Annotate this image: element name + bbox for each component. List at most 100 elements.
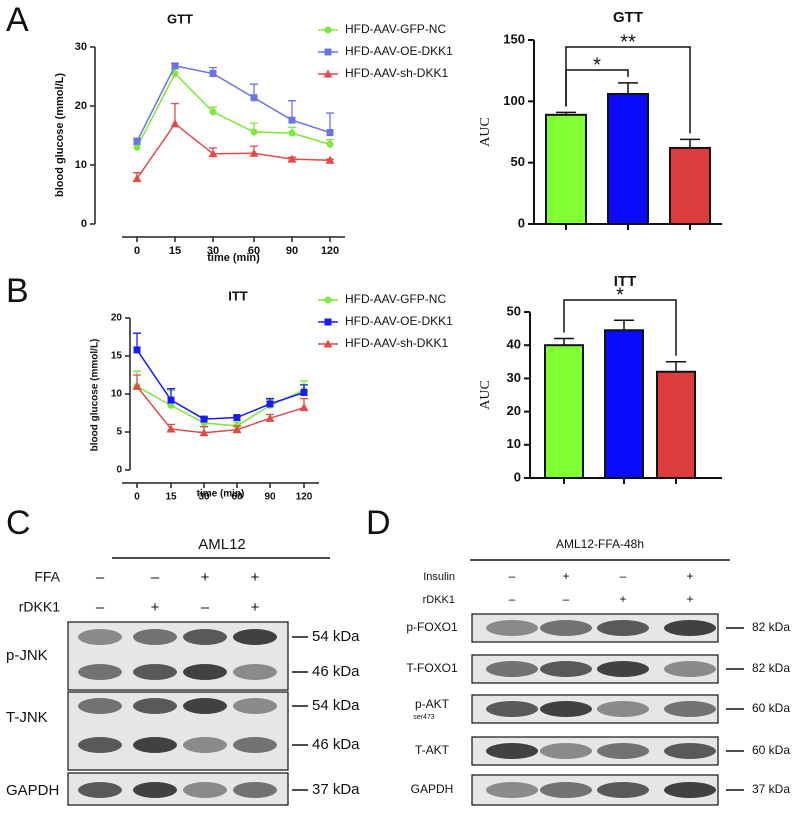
band xyxy=(597,701,649,717)
band xyxy=(486,661,538,677)
y-axis-label: AUC xyxy=(478,117,493,147)
band xyxy=(540,701,592,717)
band xyxy=(597,782,649,798)
y-tick-label: 20 xyxy=(75,100,87,112)
x-tick-label: 30 xyxy=(207,245,219,257)
point xyxy=(167,401,175,409)
band xyxy=(183,782,227,798)
y-tick-label: 10 xyxy=(507,436,521,451)
size-label: 82 kDa xyxy=(752,620,790,634)
condition-sign: + xyxy=(686,592,693,606)
point xyxy=(167,396,175,404)
y-tick-label: 30 xyxy=(507,370,521,385)
legend-label: HFD-AAV-OE-DKK1 xyxy=(345,314,453,328)
y-tick-label: 15 xyxy=(111,351,123,362)
size-label: 82 kDa xyxy=(752,661,790,675)
band xyxy=(540,782,592,798)
point xyxy=(171,70,179,78)
y-tick-label: 0 xyxy=(116,465,122,476)
error-bar xyxy=(614,319,634,331)
x-tick-label: 15 xyxy=(169,245,181,257)
condition-sign: + xyxy=(619,592,626,606)
line xyxy=(136,385,305,427)
condition-sign: – xyxy=(201,599,210,616)
condition-sign: – xyxy=(563,592,570,606)
point xyxy=(323,69,333,78)
band xyxy=(183,737,227,753)
x-tick-label: 90 xyxy=(286,245,298,257)
y-tick-label: 150 xyxy=(503,31,525,46)
point xyxy=(133,346,141,354)
band xyxy=(597,743,649,759)
band xyxy=(133,782,177,798)
condition-sign: + xyxy=(151,599,160,616)
band xyxy=(486,620,538,636)
condition-sign: + xyxy=(201,569,210,586)
y-axis-label: blood glucose (mmol/L) xyxy=(90,339,101,452)
point xyxy=(133,137,141,145)
blot-title: AML12 xyxy=(198,536,246,553)
band xyxy=(183,664,227,680)
point xyxy=(266,400,274,408)
y-tick-label: 40 xyxy=(507,337,521,352)
bar xyxy=(604,329,644,480)
bar xyxy=(544,344,584,480)
x-axis-label: time (min) xyxy=(197,489,245,500)
point xyxy=(323,339,333,348)
condition-sign: – xyxy=(509,569,516,583)
significance-label: * xyxy=(616,284,624,306)
condition-sign: – xyxy=(509,592,516,606)
y-tick-label: 0 xyxy=(514,469,521,484)
band xyxy=(233,698,277,714)
band xyxy=(78,698,122,714)
band xyxy=(597,620,649,636)
band xyxy=(664,620,716,636)
point xyxy=(170,119,180,128)
significance-bracket xyxy=(563,299,677,356)
size-label: 60 kDa xyxy=(752,701,790,715)
line xyxy=(136,349,305,420)
condition-label: rDKK1 xyxy=(19,599,60,615)
band xyxy=(133,664,177,680)
y-tick-label: 10 xyxy=(75,159,87,171)
x-tick-label: 60 xyxy=(231,492,243,503)
significance-label: * xyxy=(593,54,601,76)
condition-sign: – xyxy=(96,599,105,616)
x-tick-label: 90 xyxy=(264,492,276,503)
bar xyxy=(656,370,696,480)
point xyxy=(300,388,308,396)
point xyxy=(199,428,209,437)
size-label: 46 kDa xyxy=(312,663,360,680)
condition-label: FFA xyxy=(34,569,60,585)
size-label: 54 kDa xyxy=(312,697,360,714)
y-tick-label: 0 xyxy=(518,215,525,230)
band xyxy=(78,629,122,645)
blot-label: p-FOXO1 xyxy=(406,620,458,634)
line xyxy=(136,385,305,434)
error-bar xyxy=(618,82,638,94)
condition-sign: + xyxy=(251,599,260,616)
condition-label: Insulin xyxy=(423,571,455,583)
condition-sign: – xyxy=(151,569,160,586)
panel-label: A xyxy=(6,1,29,39)
error-bar xyxy=(554,337,574,346)
x-tick-label: 0 xyxy=(134,245,140,257)
x-tick-label: 15 xyxy=(165,492,177,503)
band xyxy=(233,782,277,798)
band xyxy=(486,782,538,798)
point xyxy=(299,403,309,412)
error-bar xyxy=(680,138,700,148)
line xyxy=(136,65,331,142)
blot-label: p-JNK xyxy=(6,647,48,664)
point xyxy=(200,415,208,423)
band xyxy=(540,661,592,677)
point xyxy=(132,381,142,390)
band xyxy=(233,664,277,680)
blot-label: GAPDH xyxy=(411,782,454,796)
size-label: 37 kDa xyxy=(312,781,360,798)
legend-label: HFD-AAV-GFP-NC xyxy=(345,22,446,36)
point xyxy=(265,413,275,422)
band xyxy=(486,701,538,717)
band xyxy=(78,737,122,753)
